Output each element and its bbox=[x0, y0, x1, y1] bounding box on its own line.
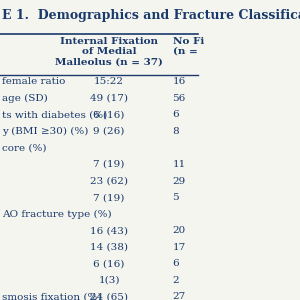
Text: female ratio: female ratio bbox=[2, 77, 65, 86]
Text: 49 (17): 49 (17) bbox=[90, 94, 128, 103]
Text: 24 (65): 24 (65) bbox=[90, 292, 128, 300]
Text: 16: 16 bbox=[172, 77, 186, 86]
Text: y (BMI ≥30) (%): y (BMI ≥30) (%) bbox=[2, 127, 88, 136]
Text: 15:22: 15:22 bbox=[94, 77, 124, 86]
Text: 1(3): 1(3) bbox=[98, 276, 120, 285]
Text: 9 (26): 9 (26) bbox=[93, 127, 125, 136]
Text: 27: 27 bbox=[172, 292, 186, 300]
Text: smosis fixation (%): smosis fixation (%) bbox=[2, 292, 101, 300]
Text: 7 (19): 7 (19) bbox=[93, 160, 125, 169]
Text: 23 (62): 23 (62) bbox=[90, 177, 128, 186]
Text: core (%): core (%) bbox=[2, 143, 46, 152]
Text: 14 (38): 14 (38) bbox=[90, 243, 128, 252]
Text: 6: 6 bbox=[172, 259, 179, 268]
Text: 6 (16): 6 (16) bbox=[93, 259, 125, 268]
Text: 11: 11 bbox=[172, 160, 186, 169]
Text: E 1.  Demographics and Fracture Classification: E 1. Demographics and Fracture Classific… bbox=[2, 9, 300, 22]
Text: 5: 5 bbox=[172, 193, 179, 202]
Text: 7 (19): 7 (19) bbox=[93, 193, 125, 202]
Text: 2: 2 bbox=[172, 276, 179, 285]
Text: AO fracture type (%): AO fracture type (%) bbox=[2, 210, 112, 219]
Text: 29: 29 bbox=[172, 177, 186, 186]
Text: Internal Fixation
of Medial
Malleolus (n = 37): Internal Fixation of Medial Malleolus (n… bbox=[55, 37, 163, 66]
Text: ts with diabetes (%): ts with diabetes (%) bbox=[2, 110, 107, 119]
Text: 56: 56 bbox=[172, 94, 186, 103]
Text: age (SD): age (SD) bbox=[2, 94, 48, 103]
Text: 8: 8 bbox=[172, 127, 179, 136]
Text: 17: 17 bbox=[172, 243, 186, 252]
Text: 20: 20 bbox=[172, 226, 186, 235]
Text: 6: 6 bbox=[172, 110, 179, 119]
Text: 16 (43): 16 (43) bbox=[90, 226, 128, 235]
Text: No Fi
(n =: No Fi (n = bbox=[172, 37, 204, 56]
Text: 6 (16): 6 (16) bbox=[93, 110, 125, 119]
